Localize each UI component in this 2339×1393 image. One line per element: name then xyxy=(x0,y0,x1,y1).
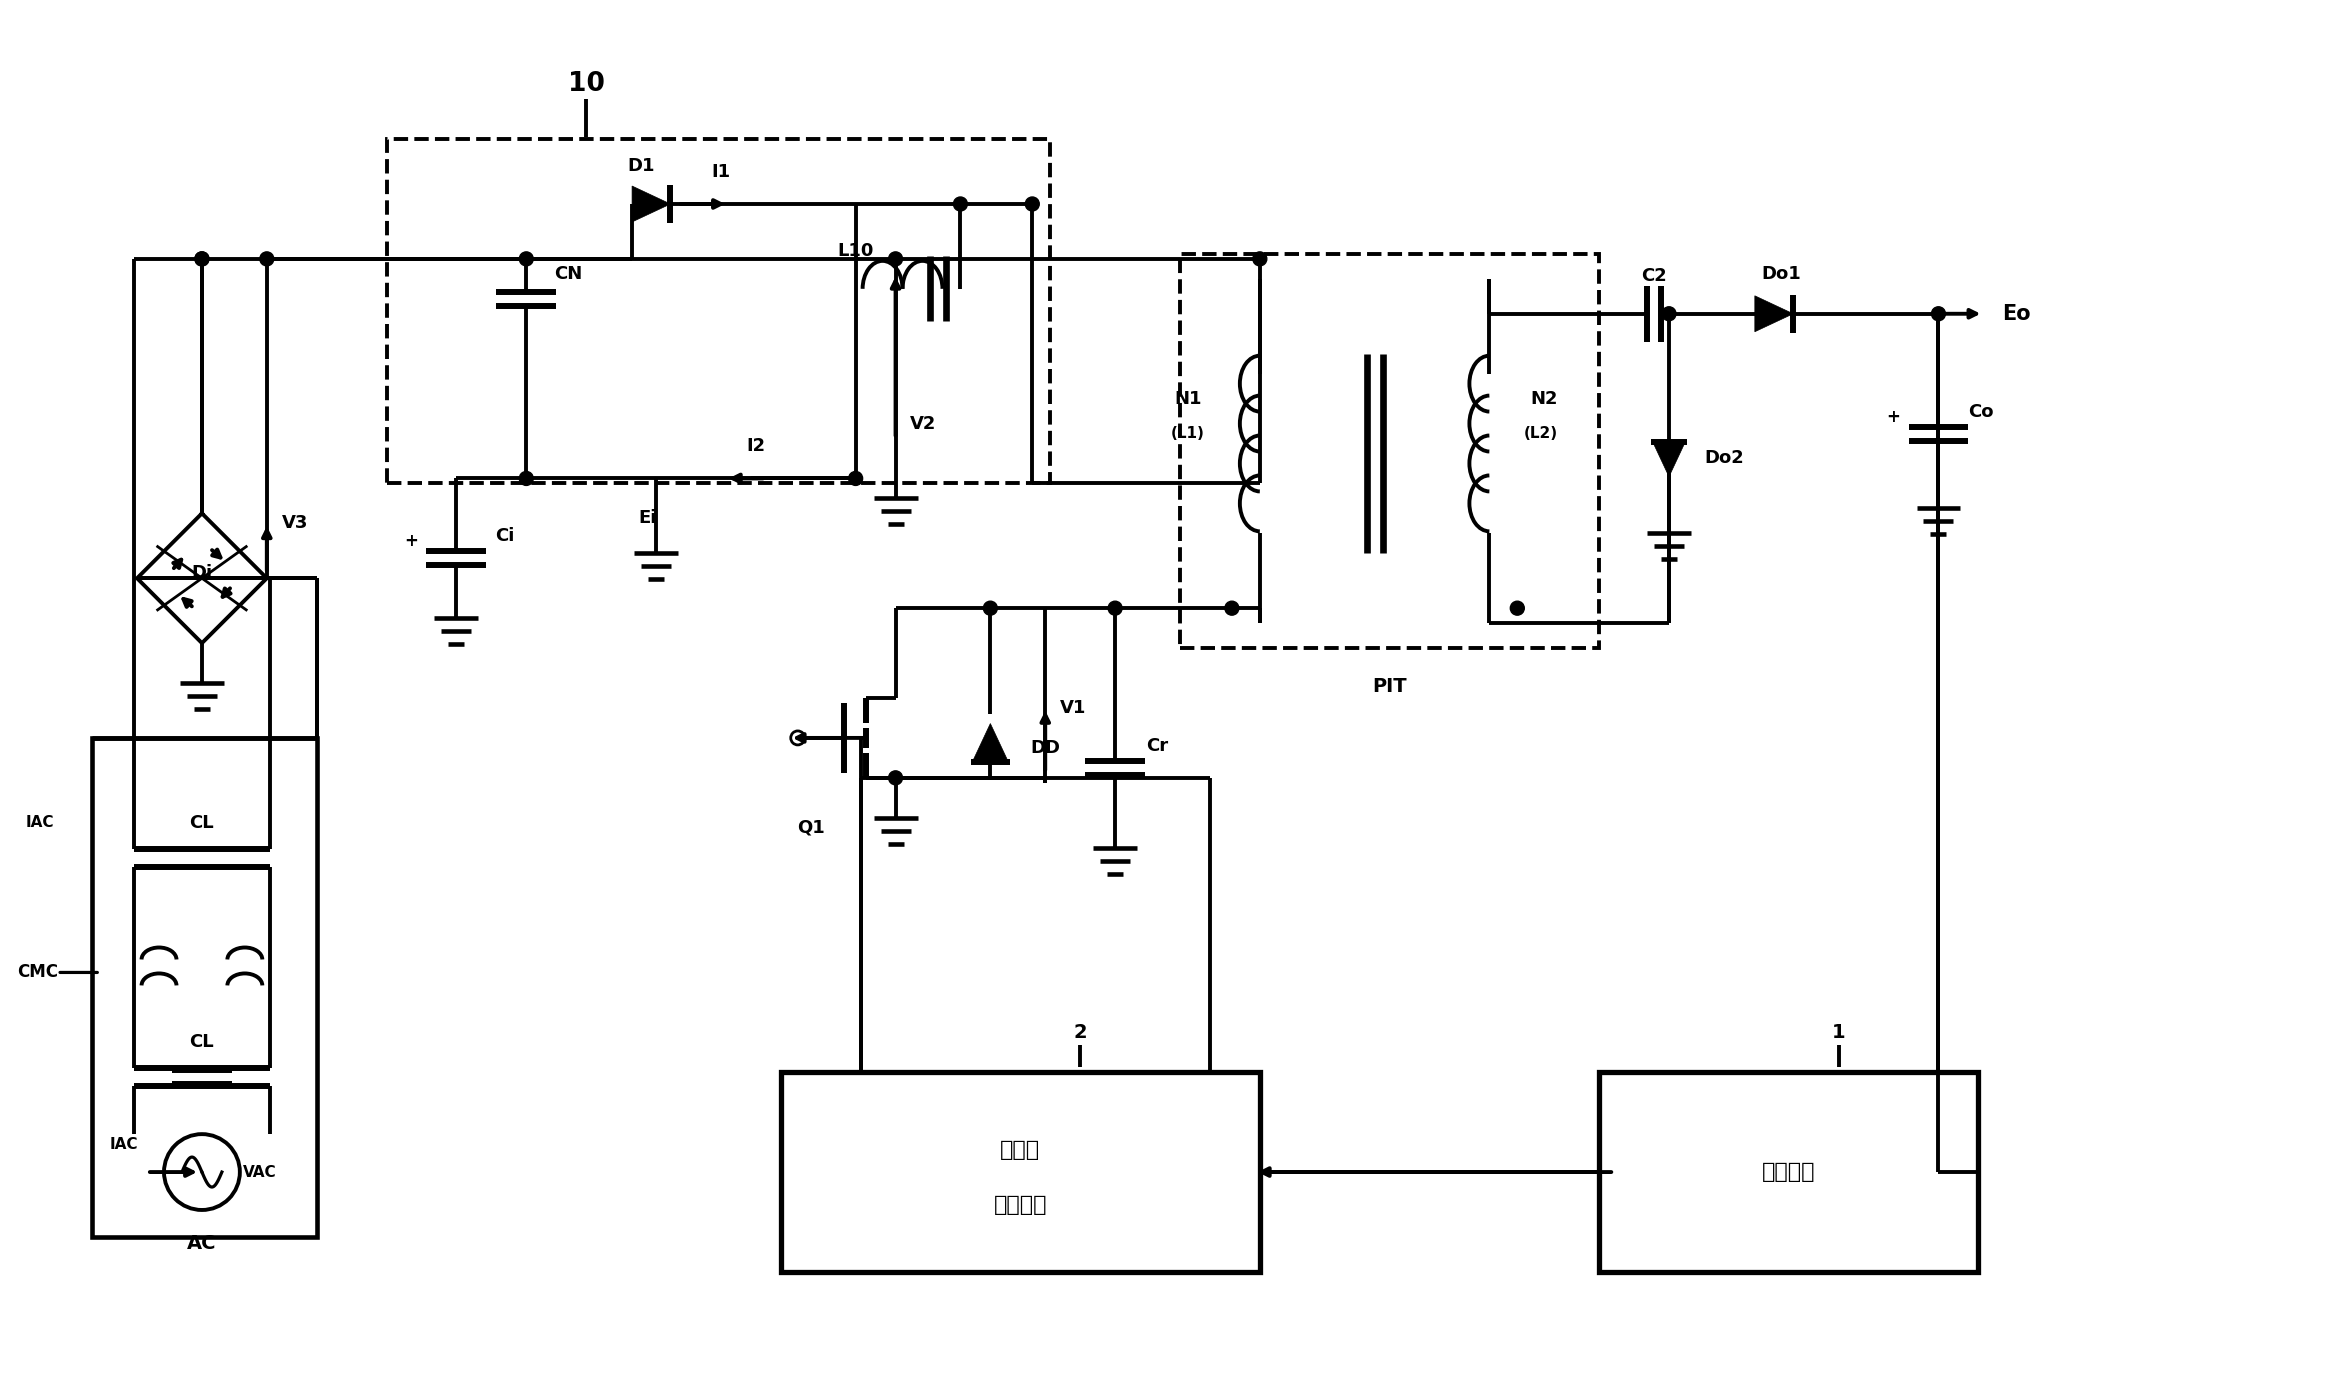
Text: V1: V1 xyxy=(1060,699,1085,717)
Text: 驱动电路: 驱动电路 xyxy=(994,1195,1048,1215)
Text: N1: N1 xyxy=(1174,390,1202,408)
Circle shape xyxy=(982,602,996,616)
Text: Cr: Cr xyxy=(1146,737,1167,755)
Text: VAC: VAC xyxy=(243,1165,276,1180)
Bar xyxy=(386,139,1050,483)
Circle shape xyxy=(1226,602,1240,616)
Text: CL: CL xyxy=(189,1034,215,1052)
Circle shape xyxy=(849,471,863,485)
Circle shape xyxy=(1109,602,1123,616)
Text: Ci: Ci xyxy=(494,528,515,545)
Circle shape xyxy=(260,252,274,266)
Circle shape xyxy=(1663,306,1677,320)
Circle shape xyxy=(519,252,533,266)
Text: (L2): (L2) xyxy=(1525,426,1558,442)
Bar xyxy=(1600,1073,1979,1272)
Bar xyxy=(1179,254,1600,648)
Text: IAC: IAC xyxy=(26,815,54,830)
Text: AC: AC xyxy=(187,1234,218,1254)
Text: I2: I2 xyxy=(746,436,765,454)
Text: D1: D1 xyxy=(627,157,655,176)
Text: IAC: IAC xyxy=(110,1137,138,1152)
Text: CN: CN xyxy=(554,265,582,283)
Text: Ei: Ei xyxy=(639,510,657,528)
Text: +: + xyxy=(405,532,419,550)
Text: (L1): (L1) xyxy=(1172,426,1205,442)
Polygon shape xyxy=(1654,442,1686,476)
Text: 振荡和: 振荡和 xyxy=(1001,1139,1041,1160)
Text: V2: V2 xyxy=(910,415,936,433)
Circle shape xyxy=(954,196,968,210)
Text: Co: Co xyxy=(1967,403,1993,421)
Text: PIT: PIT xyxy=(1373,677,1406,695)
Polygon shape xyxy=(973,723,1008,762)
Text: Di: Di xyxy=(192,564,213,582)
Text: Do1: Do1 xyxy=(1761,265,1801,283)
Text: Q1: Q1 xyxy=(798,819,826,837)
Text: 1: 1 xyxy=(1831,1022,1845,1042)
Text: C2: C2 xyxy=(1642,267,1668,284)
Circle shape xyxy=(1511,602,1525,616)
Text: Do2: Do2 xyxy=(1705,450,1745,468)
Circle shape xyxy=(1932,306,1946,320)
Text: 控制电路: 控制电路 xyxy=(1761,1162,1815,1183)
Text: 2: 2 xyxy=(1074,1022,1088,1042)
Text: DD: DD xyxy=(1029,738,1060,756)
Circle shape xyxy=(519,471,533,485)
Text: CMC: CMC xyxy=(16,964,58,982)
Text: I1: I1 xyxy=(711,163,730,181)
Text: CL: CL xyxy=(189,814,215,832)
Text: 10: 10 xyxy=(568,71,603,98)
Circle shape xyxy=(889,252,903,266)
Bar xyxy=(781,1073,1261,1272)
Text: Eo: Eo xyxy=(2002,304,2030,323)
Polygon shape xyxy=(1754,295,1794,332)
Circle shape xyxy=(194,252,208,266)
Polygon shape xyxy=(632,187,671,221)
Circle shape xyxy=(1254,252,1268,266)
Circle shape xyxy=(194,252,208,266)
Text: V3: V3 xyxy=(281,514,309,532)
Circle shape xyxy=(1024,196,1039,210)
Text: +: + xyxy=(1888,408,1902,425)
Text: N2: N2 xyxy=(1530,390,1558,408)
Bar xyxy=(91,738,316,1237)
Circle shape xyxy=(889,770,903,784)
Text: L10: L10 xyxy=(837,242,875,260)
